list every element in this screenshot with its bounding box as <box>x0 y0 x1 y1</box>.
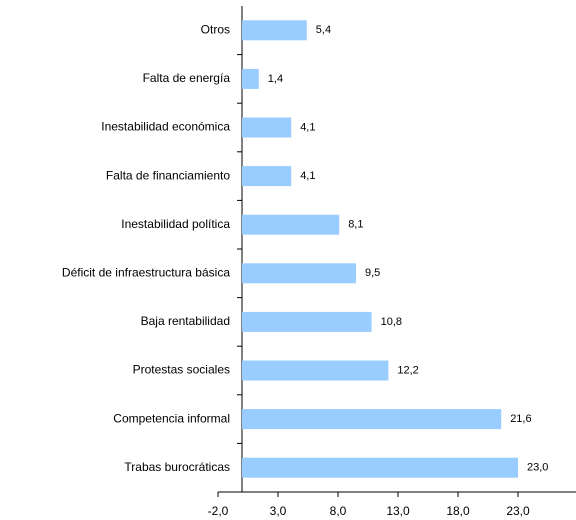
bar <box>242 20 307 41</box>
category-label: Protestas sociales <box>133 363 230 377</box>
x-tick-label: 18,0 <box>446 504 470 518</box>
x-tick-label: -2,0 <box>208 504 229 518</box>
bar <box>242 360 389 381</box>
category-label: Trabas burocráticas <box>124 460 230 474</box>
x-tick-label: 8,0 <box>330 504 347 518</box>
category-label: Inestabilidad política <box>121 217 230 231</box>
bar <box>242 166 292 187</box>
x-tick-label: 3,0 <box>270 504 287 518</box>
category-label: Falta de energía <box>143 71 231 85</box>
bar <box>242 311 372 332</box>
x-tick-label: 23,0 <box>506 504 530 518</box>
bar <box>242 214 340 235</box>
category-label: Otros <box>201 22 230 36</box>
bar <box>242 263 356 284</box>
x-tick-label: 13,0 <box>386 504 410 518</box>
bar <box>242 68 259 89</box>
category-label: Falta de financiamiento <box>106 168 230 182</box>
value-label: 10,8 <box>381 316 402 328</box>
category-label: Déficit de infraestructura básica <box>62 265 230 279</box>
value-label: 9,5 <box>365 267 380 279</box>
value-label: 21,6 <box>510 413 531 425</box>
value-label: 1,4 <box>268 73 283 85</box>
value-label: 4,1 <box>300 121 315 133</box>
category-label: Baja rentabilidad <box>141 314 230 328</box>
category-label: Competencia informal <box>113 411 230 425</box>
value-label: 5,4 <box>316 24 331 36</box>
bar <box>242 457 518 478</box>
value-label: 12,2 <box>397 364 418 376</box>
value-label: 8,1 <box>348 219 363 231</box>
bar <box>242 409 502 430</box>
bar <box>242 117 292 138</box>
value-label: 4,1 <box>300 170 315 182</box>
category-label: Inestabilidad económica <box>101 120 230 134</box>
value-label: 23,0 <box>527 462 548 474</box>
